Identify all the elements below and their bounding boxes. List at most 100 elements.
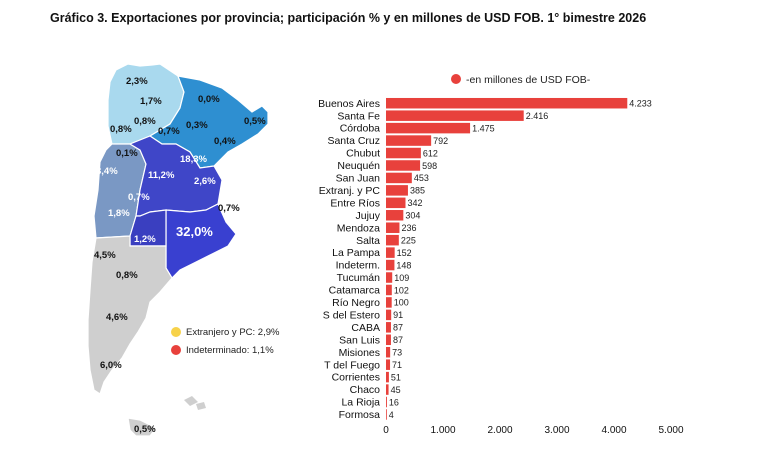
legend-swatch-extranjero xyxy=(171,327,181,337)
x-tick-label: 0 xyxy=(383,425,389,436)
bar xyxy=(386,135,432,146)
bar xyxy=(386,172,412,184)
bar xyxy=(386,222,400,233)
bar-category-label: Mendoza xyxy=(337,222,380,234)
bar-category-label: Extranj. y PC xyxy=(319,185,381,197)
legend-label-extranjero: Extranjero y PC: 2,9% xyxy=(186,327,280,338)
bar xyxy=(386,110,524,121)
map-label: 32,0% xyxy=(176,224,213,239)
bar-category-label: Santa Fe xyxy=(337,110,380,122)
bar-category-label: Entre Ríos xyxy=(330,197,380,209)
legend-label-indeterminado: Indeterminado: 1,1% xyxy=(186,345,274,356)
region-malvinas xyxy=(184,396,206,410)
bar-category-label: Santa Cruz xyxy=(327,135,380,147)
bar-category-label: Misiones xyxy=(339,347,380,359)
bar-value-label: 16 xyxy=(389,397,399,407)
legend-swatch-indeterminado xyxy=(171,345,181,355)
bar xyxy=(386,297,392,308)
bar-value-label: 73 xyxy=(392,348,402,358)
map-label: 18,3% xyxy=(180,154,207,165)
bar-value-label: 342 xyxy=(407,198,422,208)
region-patagonia xyxy=(87,235,173,395)
bar-legend: -en millones de USD FOB- xyxy=(451,74,591,86)
region-pampa xyxy=(165,203,237,279)
bar-value-label: 4 xyxy=(389,410,394,420)
bar xyxy=(386,284,392,296)
bar-legend-swatch xyxy=(451,74,461,84)
bar-value-label: 4.233 xyxy=(629,99,652,109)
bar-category-label: Jujuy xyxy=(355,210,380,222)
bar xyxy=(386,334,391,346)
map-label: 0,4% xyxy=(214,136,236,147)
bar xyxy=(386,160,421,171)
bar-category-label: Indeterm. xyxy=(336,260,380,272)
bar xyxy=(386,147,421,159)
bar xyxy=(386,309,392,321)
map-label: 0,8% xyxy=(116,270,138,281)
map-label: 0,0% xyxy=(198,94,220,105)
map-label: 0,8% xyxy=(110,124,132,135)
map-label: 1,8% xyxy=(108,208,130,219)
bar-category-label: CABA xyxy=(351,322,380,334)
bar-category-label: T del Fuego xyxy=(324,359,380,371)
bar xyxy=(386,396,387,408)
bar-value-label: 91 xyxy=(393,310,403,320)
bar-category-label: Salta xyxy=(356,235,380,247)
bar-category-label: La Rioja xyxy=(341,397,380,409)
map-label: 4,6% xyxy=(106,312,128,323)
map-label: 1,2% xyxy=(134,234,156,245)
bar-value-label: 148 xyxy=(396,260,411,270)
map-label: 11,2% xyxy=(148,170,175,181)
x-axis: 0 1.000 2.000 3.000 4.000 5.000 xyxy=(383,425,684,436)
map-label: 3,4% xyxy=(96,166,118,177)
region-tierra-del-fuego xyxy=(127,417,157,437)
bar-value-label: 51 xyxy=(391,372,401,382)
bar-value-label: 71 xyxy=(392,360,402,370)
bar-category-label: Buenos Aires xyxy=(318,98,380,110)
map-label: 0,7% xyxy=(128,192,150,203)
bar-category-label: Tucumán xyxy=(337,272,381,284)
bar-category-label: San Luis xyxy=(339,334,380,346)
bar-value-label: 453 xyxy=(414,173,429,183)
map-label: 1,7% xyxy=(140,96,162,107)
bar xyxy=(386,234,399,246)
map-legend: Extranjero y PC: 2,9% Indeterminado: 1,1… xyxy=(171,327,280,356)
bar-value-label: 102 xyxy=(394,285,409,295)
bar-category-label: Formosa xyxy=(339,409,381,421)
map-label: 0,7% xyxy=(218,203,240,214)
map-label: 2,6% xyxy=(194,176,216,187)
bar xyxy=(386,210,404,221)
bar-value-label: 792 xyxy=(433,136,448,146)
bar-category-label: Catamarca xyxy=(329,285,381,297)
bar-category-label: Chaco xyxy=(350,384,381,396)
map-label: 6,0% xyxy=(100,360,122,371)
bar xyxy=(386,346,391,358)
bar-value-label: 152 xyxy=(397,248,412,258)
map-label: 0,7% xyxy=(158,126,180,137)
bar-value-label: 109 xyxy=(394,273,409,283)
x-tick-label: 3.000 xyxy=(544,425,569,436)
bar-chart: -en millones de USD FOB- Buenos Aires 4.2… xyxy=(318,74,684,436)
map-label: 0,5% xyxy=(134,424,156,435)
bar xyxy=(386,359,391,370)
bar xyxy=(386,97,628,109)
map-label: 2,3% xyxy=(126,76,148,87)
bar-value-label: 45 xyxy=(391,385,401,395)
bar xyxy=(386,384,389,395)
x-tick-label: 2.000 xyxy=(487,425,512,436)
bar-category-label: S del Estero xyxy=(323,309,380,321)
bar-category-label: Neuquén xyxy=(337,160,380,172)
map-label: 0,3% xyxy=(186,120,208,131)
x-tick-label: 1.000 xyxy=(430,425,455,436)
x-tick-label: 5.000 xyxy=(658,425,683,436)
bar-value-label: 87 xyxy=(393,323,403,333)
bar-value-label: 236 xyxy=(401,223,416,233)
bar xyxy=(386,272,393,283)
bar xyxy=(386,247,395,258)
bar-legend-label: -en millones de USD FOB- xyxy=(466,74,591,86)
bar-value-label: 2.416 xyxy=(526,111,549,121)
bar-value-label: 87 xyxy=(393,335,403,345)
map-label: 4,5% xyxy=(94,250,116,261)
map-label: 0,8% xyxy=(134,116,156,127)
bar-category-label: San Juan xyxy=(336,173,381,185)
